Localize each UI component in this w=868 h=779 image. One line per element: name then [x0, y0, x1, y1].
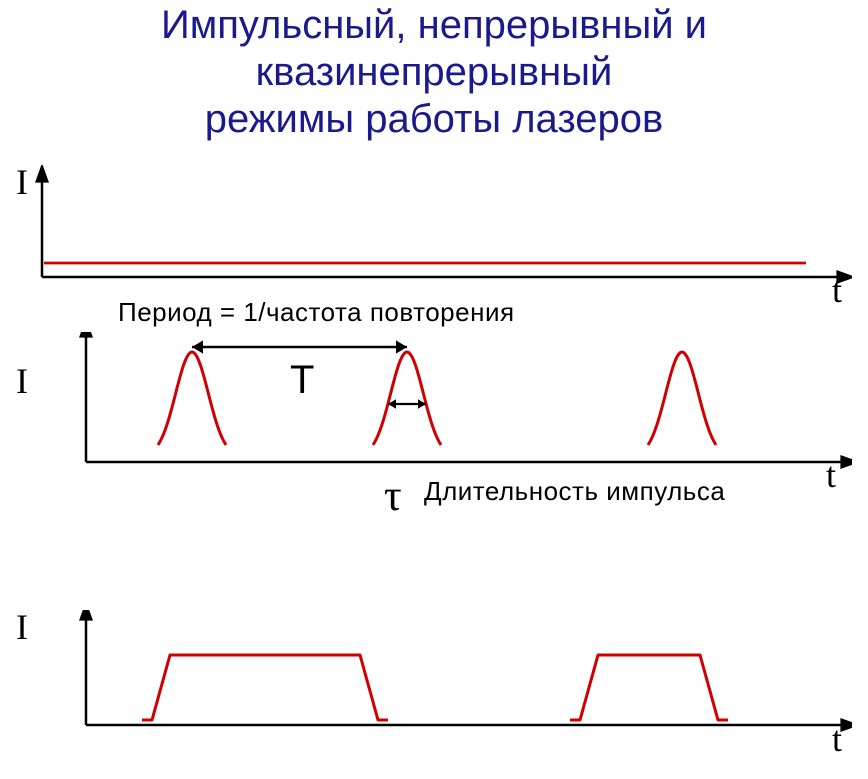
- slide-title: Импульсный, непрерывный и квазинепрерывн…: [0, 0, 868, 144]
- title-line-3: режимы работы лазеров: [205, 97, 663, 141]
- title-line-1: Импульсный, непрерывный и: [161, 3, 707, 47]
- chart-continuous: I t: [12, 165, 852, 315]
- title-line-2: квазинепрерывный: [256, 50, 613, 94]
- chart-quasi-cw: I t: [12, 610, 852, 779]
- x-axis-label: t: [832, 269, 842, 311]
- x-axis-label: t: [832, 718, 842, 760]
- x-axis-label: t: [826, 454, 836, 496]
- chart-quasi-cw-svg: [12, 610, 852, 779]
- tau-label: τ: [384, 470, 402, 521]
- pulse-duration-label: Длительность импульса: [424, 476, 725, 507]
- chart-continuous-svg: [12, 165, 852, 315]
- period-label: Период = 1/частота повторения: [118, 297, 515, 328]
- chart-pulsed-svg: [12, 332, 852, 542]
- chart-pulsed: I Период = 1/частота повторения T t τ Дл…: [12, 332, 852, 542]
